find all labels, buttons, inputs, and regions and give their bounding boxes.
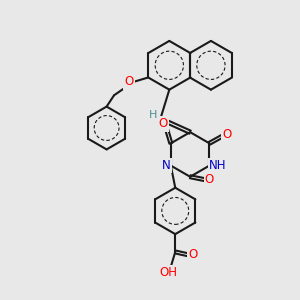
Text: O: O (205, 173, 214, 186)
Text: H: H (149, 110, 157, 120)
Text: O: O (188, 248, 198, 261)
Text: OH: OH (159, 266, 177, 279)
Text: O: O (124, 75, 134, 88)
Text: O: O (222, 128, 231, 141)
Text: N: N (162, 159, 171, 172)
Text: NH: NH (209, 159, 226, 172)
Text: O: O (159, 118, 168, 130)
